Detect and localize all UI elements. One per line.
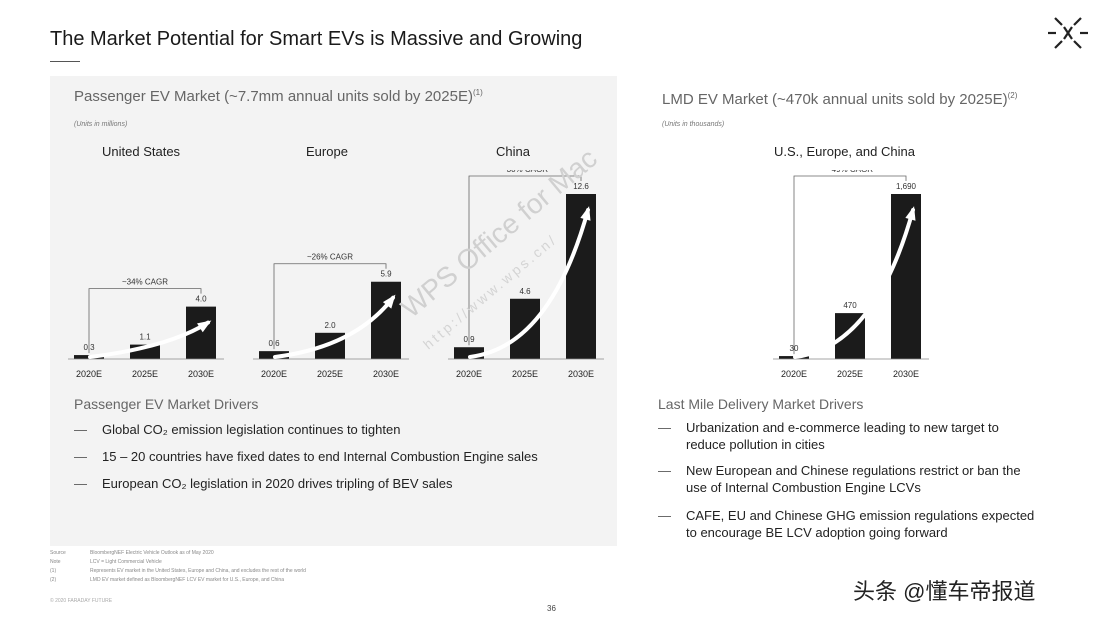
passenger-driver-item: — Global CO₂ emission legislation continu…	[74, 422, 401, 437]
bar	[259, 351, 289, 359]
chart-title-lmd: U.S., Europe, and China	[774, 144, 915, 159]
x-tick-label: 2025E	[317, 369, 343, 379]
cagr-label: ~30% CAGR	[502, 170, 548, 174]
growth-arrow-head	[197, 320, 212, 333]
lmd-ev-heading: LMD EV Market (~470k annual units sold b…	[662, 91, 1018, 108]
data-label: 4.6	[519, 287, 531, 296]
x-tick-label: 2030E	[568, 369, 594, 379]
x-tick-label: 2020E	[781, 369, 807, 379]
lmd-driver-item: — CAFE, EU and Chinese GHG emission regul…	[658, 508, 1035, 540]
growth-arrow-head	[580, 206, 591, 221]
growth-arrow	[468, 208, 590, 359]
x-tick-label: 2030E	[373, 369, 399, 379]
cagr-bracket	[468, 175, 582, 346]
page-number: 36	[547, 604, 556, 613]
x-tick-label: 2020E	[456, 369, 482, 379]
cagr-bracket	[793, 175, 907, 355]
passenger-ev-heading: Passenger EV Market (~7.7mm annual units…	[74, 88, 483, 105]
copyright: © 2020 FARADAY FUTURE	[50, 598, 113, 604]
passenger-units-note: (Units in millions)	[74, 121, 128, 128]
footnote-row: Source BloombergNEF Electric Vehicle Outl…	[50, 550, 214, 556]
passenger-driver-item: — European CO₂ legislation in 2020 drives…	[74, 476, 453, 491]
footnotes: Source BloombergNEF Electric Vehicle Outl…	[50, 549, 306, 585]
growth-arrow-head	[382, 294, 396, 309]
bar	[371, 281, 401, 359]
bar	[891, 194, 921, 359]
growth-arrow	[273, 295, 395, 359]
cagr-bracket	[273, 263, 387, 350]
data-label: 2.0	[324, 321, 336, 330]
x-tick-label: 2025E	[132, 369, 158, 379]
data-label: 470	[843, 301, 857, 310]
passenger-driver-item: —15 – 20 countries have fixed dates to e…	[74, 449, 538, 464]
lmd-units-note: (Units in thousands)	[662, 121, 725, 128]
x-tick-label: 2020E	[76, 369, 102, 379]
chart-title-us: United States	[102, 144, 181, 159]
x-tick-label: 2030E	[893, 369, 919, 379]
growth-arrow-head	[905, 206, 916, 221]
x-tick-label: 2020E	[261, 369, 287, 379]
bar	[566, 194, 596, 359]
source-tag: 头条 @懂车帝报道	[853, 579, 1036, 604]
data-label: 1.1	[139, 333, 151, 342]
data-label: 5.9	[380, 270, 392, 279]
lmd-driver-item: — Urbanization and e-commerce leading to …	[658, 420, 999, 452]
growth-arrow	[793, 208, 915, 359]
bar	[454, 347, 484, 359]
cagr-label: ~34% CAGR	[122, 278, 168, 287]
growth-arrow	[88, 320, 210, 359]
faraday-logo-icon	[1048, 17, 1088, 49]
footnote-row: (2) LMD EV market defined as BloombergNEF…	[50, 577, 284, 583]
data-label: 4.0	[195, 295, 207, 304]
data-label: 12.6	[573, 182, 589, 191]
footnote-row: (1) Represents EV market in the United St…	[50, 568, 306, 574]
lmd-driver-item: — New European and Chinese regulations re…	[658, 463, 1021, 495]
lmd-drivers-title: Last Mile Delivery Market Drivers	[658, 396, 864, 412]
title-underline	[50, 61, 80, 62]
chart-title-europe: Europe	[306, 144, 348, 159]
x-tick-label: 2030E	[188, 369, 214, 379]
cagr-bracket	[88, 288, 202, 354]
footnote-row: Note LCV = Light Commercial Vehicle	[50, 559, 162, 565]
cagr-label: ~49% CAGR	[827, 170, 873, 174]
chart-title-china: China	[496, 144, 530, 159]
data-label: 1,690	[896, 182, 917, 191]
x-tick-label: 2025E	[512, 369, 538, 379]
x-tick-label: 2025E	[837, 369, 863, 379]
passenger-drivers-title: Passenger EV Market Drivers	[74, 396, 259, 412]
cagr-label: ~26% CAGR	[307, 253, 353, 262]
page-title: The Market Potential for Smart EVs is Ma…	[50, 28, 583, 50]
